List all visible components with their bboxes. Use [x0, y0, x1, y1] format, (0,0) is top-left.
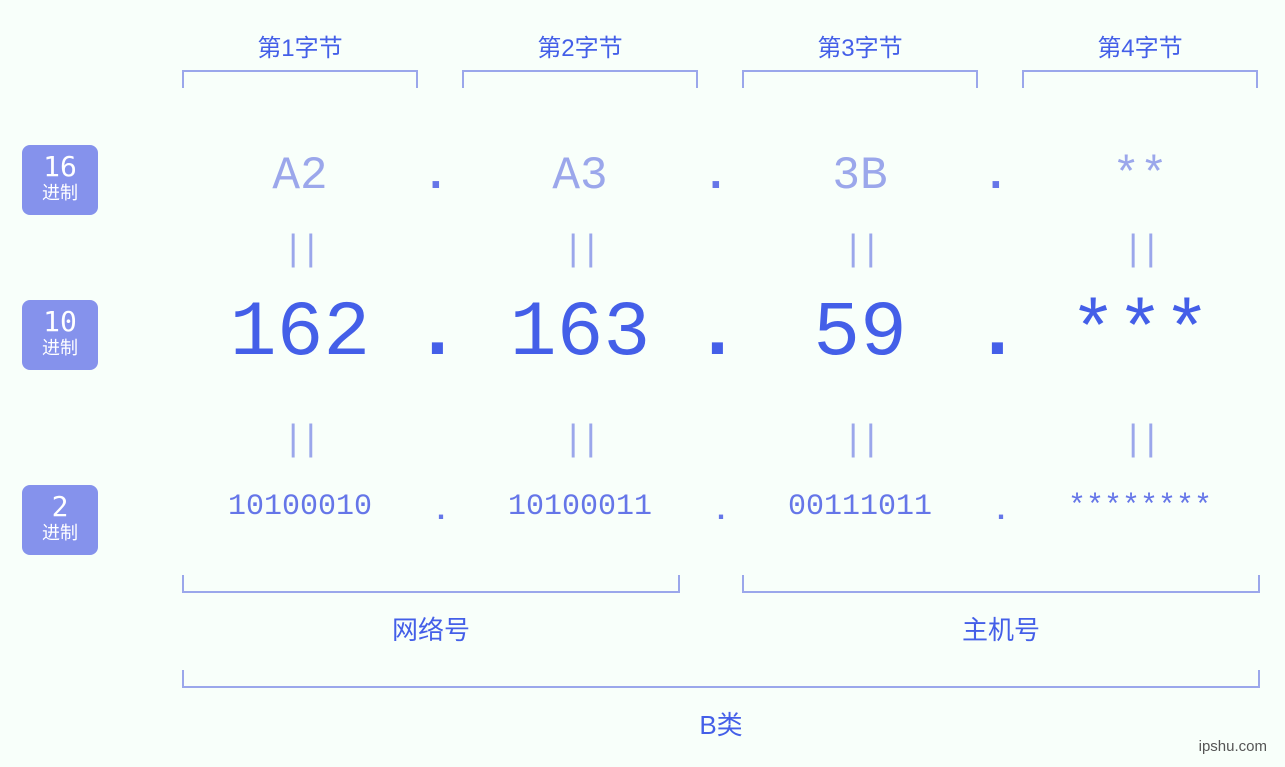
equals-upper-1: || — [180, 230, 420, 271]
hex-dot-2: . — [702, 150, 730, 202]
hex-value-3: 3B — [740, 150, 980, 202]
hex-value-2: A3 — [460, 150, 700, 202]
base-badge-16: 16 进制 — [22, 145, 98, 215]
base-num-16: 16 — [22, 153, 98, 181]
dec-value-1: 162 — [180, 290, 420, 378]
bin-value-1: 10100010 — [180, 490, 420, 524]
hex-dot-1: . — [422, 150, 450, 202]
byte-label-2: 第2字节 — [460, 28, 700, 63]
base-badge-2: 2 进制 — [22, 485, 98, 555]
base-sub-10: 进制 — [22, 338, 98, 360]
bin-value-3: 00111011 — [740, 490, 980, 524]
base-num-10: 10 — [22, 308, 98, 336]
host-label: 主机号 — [742, 610, 1260, 647]
equals-upper-3: || — [740, 230, 980, 271]
bin-dot-2: . — [712, 495, 730, 529]
class-bracket — [182, 670, 1260, 688]
bin-dot-1: . — [432, 495, 450, 529]
byte-label-1: 第1字节 — [180, 28, 420, 63]
equals-lower-4: || — [1020, 420, 1260, 461]
byte-label-4: 第4字节 — [1020, 28, 1260, 63]
dec-dot-3: . — [974, 290, 1021, 378]
byte-bracket-1 — [182, 70, 418, 88]
byte-bracket-3 — [742, 70, 978, 88]
byte-bracket-4 — [1022, 70, 1258, 88]
equals-lower-3: || — [740, 420, 980, 461]
ip-diagram: 第1字节 第2字节 第3字节 第4字节 16 进制 10 进制 2 进制 A2 … — [0, 0, 1285, 767]
hex-value-1: A2 — [180, 150, 420, 202]
bin-value-4: ******** — [1020, 490, 1260, 524]
dec-value-3: 59 — [740, 290, 980, 378]
byte-bracket-2 — [462, 70, 698, 88]
base-sub-16: 进制 — [22, 183, 98, 205]
dec-dot-2: . — [694, 290, 741, 378]
equals-upper-4: || — [1020, 230, 1260, 271]
network-bracket — [182, 575, 680, 593]
dec-dot-1: . — [414, 290, 461, 378]
bin-dot-3: . — [992, 495, 1010, 529]
hex-value-4: ** — [1020, 150, 1260, 202]
dec-value-4: *** — [1020, 290, 1260, 378]
base-sub-2: 进制 — [22, 523, 98, 545]
byte-label-3: 第3字节 — [740, 28, 980, 63]
hex-dot-3: . — [982, 150, 1010, 202]
bin-value-2: 10100011 — [460, 490, 700, 524]
watermark: ipshu.com — [1199, 738, 1267, 755]
equals-lower-2: || — [460, 420, 700, 461]
equals-lower-1: || — [180, 420, 420, 461]
host-bracket — [742, 575, 1260, 593]
network-label: 网络号 — [182, 610, 680, 647]
base-num-2: 2 — [22, 493, 98, 521]
class-label: B类 — [182, 705, 1260, 742]
base-badge-10: 10 进制 — [22, 300, 98, 370]
equals-upper-2: || — [460, 230, 700, 271]
dec-value-2: 163 — [460, 290, 700, 378]
